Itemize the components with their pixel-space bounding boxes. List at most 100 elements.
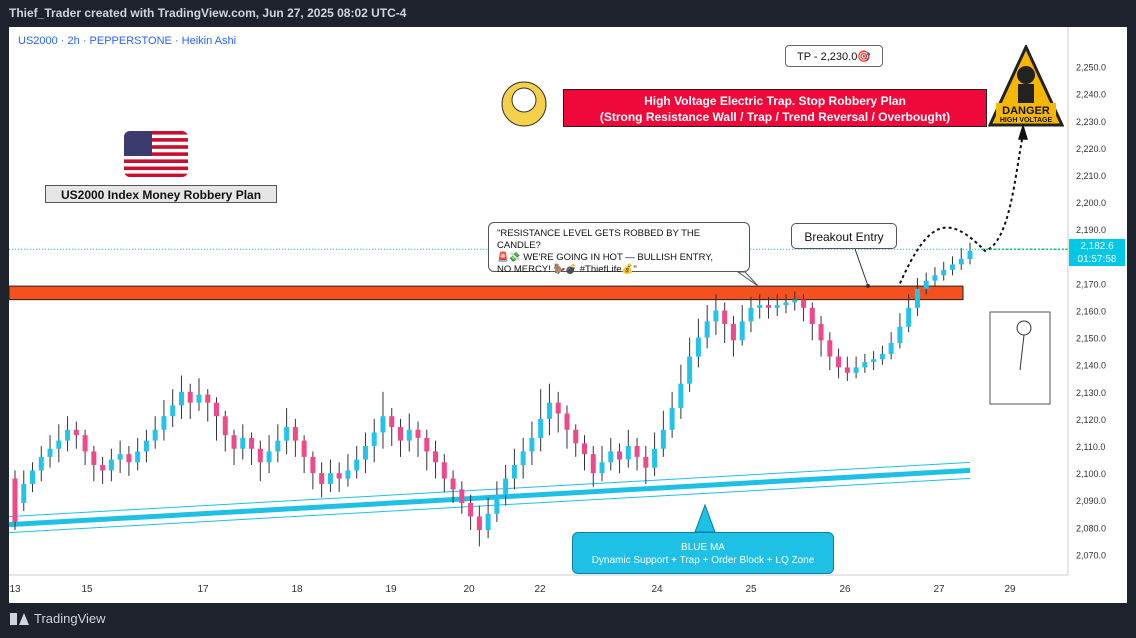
candle-body — [12, 478, 18, 522]
ma-band-upper — [8, 461, 971, 518]
danger-subtext: HIGH VOLTAGE — [1000, 117, 1053, 124]
candle-body — [897, 326, 903, 344]
y-tick-label: 2,240.0 — [1076, 90, 1106, 100]
candle-body — [178, 391, 184, 406]
candle-body — [21, 483, 27, 503]
symbol-line: US2000 · 2h · PEPPERSTONE · Heikin Ashi — [18, 35, 237, 47]
candle-body — [327, 473, 333, 484]
candle-body — [871, 359, 877, 362]
candle-body — [91, 451, 97, 465]
candle-body — [818, 324, 824, 341]
candle-body — [529, 437, 535, 452]
candle-body — [310, 456, 316, 474]
usa-flag-icon — [124, 131, 188, 177]
x-tick-label: 19 — [385, 584, 397, 595]
candle-body — [38, 456, 44, 471]
candle-body — [266, 451, 272, 463]
candle-body — [757, 305, 763, 308]
candle-body — [362, 446, 368, 460]
candle-body — [625, 446, 631, 460]
candle-body — [205, 394, 211, 403]
candle-body — [573, 429, 579, 444]
blue-ma-title: BLUE MA — [681, 542, 725, 553]
figure-head — [1016, 320, 1032, 336]
candles — [12, 242, 973, 547]
candle-body — [774, 305, 780, 308]
candle-body — [783, 302, 789, 306]
wall-sketch-icon — [989, 311, 1051, 405]
candle-body — [284, 427, 290, 441]
top-bar: Thief_Trader created with TradingView.co… — [0, 0, 1136, 27]
candle-body — [319, 473, 325, 484]
y-tick-label: 2,100.0 — [1076, 469, 1106, 479]
candle-body — [643, 456, 649, 468]
y-tick-label: 2,080.0 — [1076, 523, 1106, 533]
quote-line-2: 🚨💸 WE'RE GOING IN HOT — BULLISH ENTRY, — [497, 252, 714, 263]
y-tick-label: 2,130.0 — [1076, 388, 1106, 398]
red-title-line-2: (Strong Resistance Wall / Trap / Trend R… — [599, 110, 951, 124]
candle-body — [511, 465, 517, 479]
y-tick-label: 2,160.0 — [1076, 307, 1106, 317]
y-tick-label: 2,070.0 — [1076, 550, 1106, 560]
candle-body — [730, 324, 736, 341]
candle-body — [441, 462, 447, 479]
candle-body — [459, 489, 465, 503]
candle-body — [949, 264, 955, 270]
candle-body — [581, 443, 587, 455]
x-tick-label: 27 — [933, 584, 945, 595]
candle-body — [555, 402, 561, 414]
candle-body — [704, 321, 710, 338]
resistance-zone — [8, 285, 964, 301]
candle-body — [617, 451, 623, 460]
candle-body — [503, 478, 509, 495]
y-tick-label: 2,190.0 — [1076, 225, 1106, 235]
candle-body — [56, 440, 62, 449]
candle-body — [222, 416, 228, 436]
y-tick-label: 2,200.0 — [1076, 198, 1106, 208]
candle-body — [809, 307, 815, 325]
candle-body — [135, 451, 141, 463]
candle-body — [967, 250, 973, 259]
candle-body — [765, 305, 771, 308]
ma-band-lower — [8, 477, 971, 534]
candle-body — [520, 451, 526, 465]
candle-body — [152, 429, 158, 441]
x-tick-label: 26 — [839, 584, 851, 595]
breakout-pointer — [854, 248, 869, 287]
price-axis: 2,250.0 2,240.0 2,230.0 2,220.0 2,210.0 2,200… — [1067, 27, 1127, 575]
y-tick-label: 2,230.0 — [1076, 117, 1106, 127]
candle-body — [82, 435, 88, 452]
candle-body — [713, 310, 719, 322]
blue-ma-box: BLUE MA Dynamic Support + Trap + Order B… — [572, 532, 834, 574]
candle-body — [958, 259, 964, 265]
wall-outline — [989, 311, 1051, 405]
candle-body — [214, 402, 220, 417]
candle-body — [257, 448, 263, 463]
time-axis: 13 15 17 18 19 20 22 24 25 26 27 29 — [9, 574, 1068, 595]
y-tick-label: 2,250.0 — [1076, 63, 1106, 73]
candle-body — [888, 343, 894, 354]
x-tick-label: 25 — [745, 584, 757, 595]
danger-text: DANGER — [1002, 105, 1050, 117]
candle-body — [906, 307, 912, 327]
lightbulb-icon — [501, 81, 547, 127]
candle-body — [862, 362, 868, 368]
red-title-box: High Voltage Electric Trap. Stop Robbery… — [563, 89, 987, 127]
projection-arrowhead — [1018, 123, 1028, 140]
candle-body — [231, 435, 237, 449]
candle-body — [301, 440, 307, 457]
figure-body — [1019, 334, 1025, 371]
candle-body — [932, 275, 938, 281]
candle-body — [634, 446, 640, 457]
overlay — [9, 81, 1068, 533]
candle-body — [660, 429, 666, 449]
candle-body — [126, 454, 132, 463]
y-tick-label: 2,220.0 — [1076, 144, 1106, 154]
candle-body — [371, 432, 377, 447]
candle-body — [65, 429, 71, 441]
candle-body — [914, 288, 920, 308]
x-tick-label: 29 — [1004, 584, 1016, 595]
candle-body — [345, 470, 351, 479]
candle-body — [722, 310, 728, 325]
